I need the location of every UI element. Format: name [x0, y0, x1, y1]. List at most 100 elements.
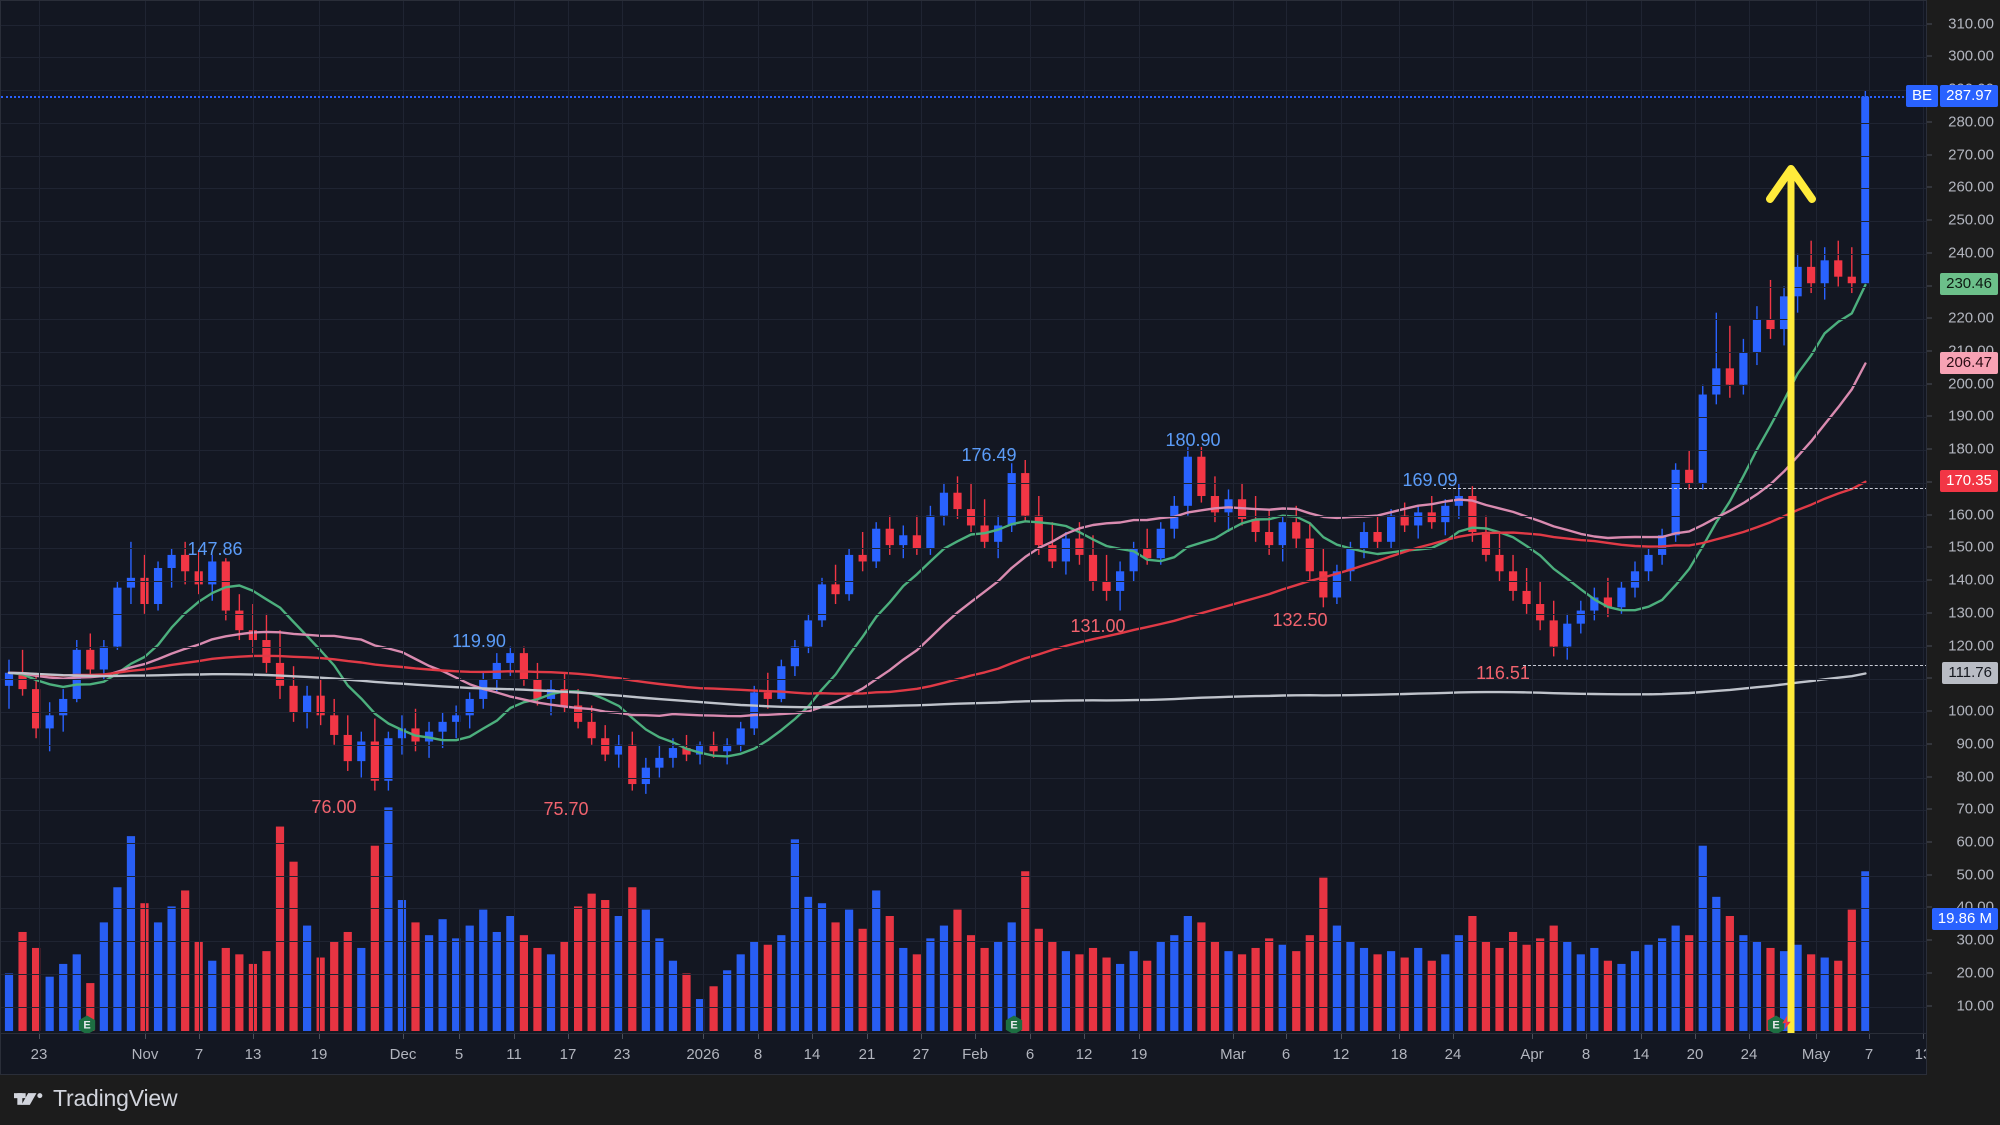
candle-body: [858, 554, 867, 562]
price-axis-label: 30.00: [1956, 931, 1994, 949]
volume-bar: [1793, 944, 1802, 1031]
price-axis-label: 140.00: [1948, 571, 1994, 589]
price-axis-label: 160.00: [1948, 506, 1994, 524]
price-axis-label: 70.00: [1956, 800, 1994, 818]
gridline-vertical: [1695, 1, 1696, 1033]
volume-bar: [695, 999, 705, 1031]
support-line-116[interactable]: [1523, 665, 1926, 666]
gridline-vertical: [812, 1, 813, 1033]
volume-bar: [113, 887, 122, 1031]
candle-body: [1129, 548, 1138, 572]
tradingview-logo[interactable]: TradingView: [14, 1087, 178, 1110]
price-axis-tick: [1927, 612, 1932, 614]
volume-bar: [1820, 957, 1829, 1031]
volume-bar: [831, 922, 840, 1031]
time-axis[interactable]: 23 Nov 7 13 19 Dec 5 11 17 23 2026 8 14 21 27 Feb 6 12 19 M…: [1, 1033, 1926, 1074]
price-axis-tick: [1927, 841, 1932, 843]
candle-body: [32, 689, 41, 729]
price-axis-tick: [1927, 677, 1932, 679]
time-axis-label: 8: [753, 1046, 763, 1063]
volume-bar: [1170, 935, 1179, 1031]
price-axis-tick: [1927, 154, 1932, 156]
time-axis-tick: [622, 1034, 623, 1039]
gridline-horizontal: [1, 810, 1926, 811]
gridline-vertical: [1341, 1, 1342, 1033]
last-price-badge[interactable]: 287.97: [1940, 84, 1998, 107]
price-axis-label: 300.00: [1948, 47, 1994, 65]
candle-body: [289, 685, 298, 713]
candle-body: [1495, 554, 1504, 572]
price-axis-label: 280.00: [1948, 113, 1994, 131]
time-axis-label: 17: [559, 1046, 577, 1063]
ma-pink-badge[interactable]: 206.47: [1940, 351, 1998, 374]
time-axis-tick: [1923, 1034, 1924, 1039]
symbol-ticker-badge[interactable]: BE: [1905, 84, 1938, 107]
price-axis-tick: [1927, 23, 1932, 25]
price-axis-label: 200.00: [1948, 375, 1994, 393]
resistance-line-169[interactable]: [1443, 488, 1926, 489]
gridline-horizontal: [1, 712, 1926, 713]
price-axis-label: 50.00: [1956, 866, 1994, 884]
volume-bar: [519, 935, 528, 1031]
gridline-horizontal: [1, 417, 1926, 418]
volume-bar: [465, 925, 474, 1031]
volume-bar: [248, 963, 257, 1031]
volume-bar: [1766, 947, 1775, 1031]
candle-body: [601, 738, 610, 755]
volume-bar: [506, 916, 515, 1031]
price-axis-label: 250.00: [1948, 211, 1994, 229]
gridline-vertical: [975, 1, 976, 1033]
earnings-marker-apr[interactable]: E: [1767, 1015, 1791, 1033]
volume-bar: [546, 954, 556, 1031]
gridline-vertical: [1139, 1, 1140, 1033]
candle-body: [1536, 604, 1545, 621]
volume-bar: [899, 947, 908, 1031]
swing-high-119: 119.90: [452, 631, 506, 651]
swing-low-116: 116.51: [1476, 663, 1530, 683]
candle-body: [709, 744, 718, 752]
time-axis-tick: [1816, 1034, 1817, 1039]
candle-body: [1468, 495, 1477, 533]
gridline-horizontal: [1, 647, 1926, 648]
ma-white-badge[interactable]: 111.76: [1942, 661, 1998, 684]
volume-bar: [1617, 963, 1626, 1031]
gridline-horizontal: [1, 548, 1926, 549]
price-axis-tick: [1927, 481, 1932, 483]
gridline-vertical: [1030, 1, 1031, 1033]
ma-line-white: [7, 671, 1867, 709]
volume-bar: [1454, 935, 1463, 1031]
volume-bar: [18, 931, 27, 1031]
price-plot-area[interactable]: 147.86 119.90 76.00 75.70 176.49 180.90 131.00…: [1, 1, 1926, 1033]
time-axis-label: 27: [912, 1046, 930, 1063]
earnings-hexagon-icon: E: [1767, 1015, 1785, 1033]
gridline-horizontal: [1, 745, 1926, 746]
candle-body: [1278, 522, 1287, 546]
price-axis-tick: [1927, 874, 1932, 876]
gridline-horizontal: [1, 156, 1926, 157]
chart-plate[interactable]: 147.86 119.90 76.00 75.70 176.49 180.90 131.00…: [0, 0, 1927, 1075]
gridline-vertical: [1586, 1, 1587, 1033]
volume-bar: [1495, 947, 1504, 1031]
earnings-marker-feb[interactable]: E: [1005, 1015, 1024, 1033]
ma-green-badge[interactable]: 230.46: [1940, 272, 1998, 295]
price-axis[interactable]: 310.00300.00290.00280.00270.00260.00250.…: [1905, 0, 2000, 1075]
candle-body: [736, 728, 745, 745]
volume-bar: [1590, 947, 1599, 1031]
gridline-horizontal: [1, 941, 1926, 942]
price-axis-tick: [1927, 383, 1932, 385]
gridline-vertical: [1869, 1, 1870, 1033]
volume-bar: [167, 906, 176, 1031]
time-axis-tick: [145, 1034, 146, 1039]
price-axis-tick: [1927, 415, 1932, 417]
volume-badge[interactable]: 19.86 M: [1931, 908, 1998, 930]
time-axis-label: 11: [506, 1046, 522, 1063]
earnings-marker-oct[interactable]: E: [78, 1015, 97, 1033]
candle-body: [316, 695, 325, 716]
time-axis-tick: [1586, 1034, 1587, 1039]
candle-body: [1143, 548, 1152, 559]
ma-red-badge[interactable]: 170.35: [1940, 469, 1998, 492]
candle-body: [357, 741, 366, 762]
price-axis-tick: [1927, 219, 1932, 221]
price-axis-label: 220.00: [1948, 309, 1994, 327]
